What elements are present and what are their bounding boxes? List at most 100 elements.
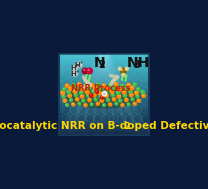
Circle shape [126, 102, 131, 106]
Bar [58, 86, 150, 87]
Bar [58, 104, 150, 105]
Bar [58, 122, 150, 124]
Bar [58, 64, 150, 65]
Circle shape [126, 67, 127, 69]
Bar [58, 118, 150, 119]
Circle shape [111, 86, 116, 90]
Bar [58, 55, 150, 56]
Circle shape [62, 95, 64, 96]
Circle shape [75, 97, 79, 102]
Circle shape [71, 83, 76, 87]
Circle shape [140, 90, 145, 94]
Circle shape [93, 97, 98, 101]
Circle shape [101, 96, 103, 98]
Circle shape [71, 102, 76, 107]
Text: N: N [93, 56, 105, 70]
Circle shape [72, 89, 78, 94]
Circle shape [69, 87, 71, 89]
Circle shape [118, 67, 122, 71]
Circle shape [125, 67, 129, 71]
Circle shape [85, 89, 90, 95]
Bar [58, 81, 150, 82]
Bar [58, 74, 150, 75]
Circle shape [93, 85, 98, 91]
Circle shape [110, 93, 115, 97]
Circle shape [82, 99, 84, 101]
Circle shape [116, 94, 121, 99]
Bar [58, 107, 150, 108]
Bar [58, 87, 150, 88]
Circle shape [100, 95, 105, 100]
Bar [58, 67, 150, 69]
Circle shape [81, 98, 85, 103]
Circle shape [118, 95, 119, 96]
Circle shape [65, 103, 69, 107]
Bar [58, 91, 150, 92]
Circle shape [120, 103, 125, 107]
Circle shape [137, 99, 139, 101]
Circle shape [99, 95, 101, 96]
Circle shape [95, 90, 97, 92]
Circle shape [109, 89, 115, 94]
Text: H⁺: H⁺ [70, 65, 80, 71]
Circle shape [106, 98, 110, 102]
Bar [58, 115, 150, 116]
Text: 2: 2 [124, 122, 130, 131]
Circle shape [76, 62, 82, 68]
Circle shape [122, 89, 127, 95]
Bar [58, 114, 150, 115]
Circle shape [108, 83, 112, 87]
Circle shape [70, 99, 71, 100]
Text: 2: 2 [98, 60, 105, 70]
Circle shape [79, 94, 84, 99]
Bar [58, 77, 150, 78]
Circle shape [125, 87, 126, 89]
Circle shape [121, 73, 126, 77]
Circle shape [130, 97, 135, 101]
Bar [58, 95, 150, 97]
Circle shape [72, 103, 73, 105]
Circle shape [109, 84, 110, 85]
Bar [58, 111, 150, 112]
Bar [58, 65, 150, 67]
Bar [58, 99, 150, 100]
Circle shape [116, 90, 120, 95]
Circle shape [133, 83, 135, 84]
Bar [58, 70, 150, 71]
Bar [58, 108, 150, 109]
Bar [58, 117, 150, 118]
Circle shape [117, 91, 118, 93]
Bar [58, 105, 150, 106]
Circle shape [103, 104, 104, 105]
Bar [58, 75, 150, 76]
Circle shape [136, 87, 141, 91]
Circle shape [83, 69, 85, 71]
Circle shape [120, 67, 127, 74]
Bar [58, 134, 150, 135]
Circle shape [130, 93, 131, 95]
Circle shape [94, 98, 96, 99]
Bar [58, 120, 150, 122]
Circle shape [86, 90, 88, 92]
Circle shape [89, 83, 94, 88]
Circle shape [114, 82, 119, 87]
Bar [58, 127, 150, 128]
Circle shape [87, 98, 92, 102]
Bar [58, 89, 150, 90]
Bar [58, 59, 150, 60]
Circle shape [127, 103, 129, 105]
Circle shape [72, 84, 73, 85]
Text: H⁺: H⁺ [75, 62, 84, 68]
Text: 3: 3 [133, 60, 140, 70]
Circle shape [72, 70, 78, 77]
Circle shape [99, 87, 104, 91]
Circle shape [68, 94, 70, 96]
Circle shape [80, 91, 81, 93]
Circle shape [80, 87, 85, 92]
Text: NH: NH [126, 56, 150, 70]
Circle shape [103, 84, 104, 86]
Circle shape [122, 74, 124, 75]
Bar [58, 79, 150, 80]
Circle shape [109, 103, 110, 105]
Bar [58, 69, 150, 70]
